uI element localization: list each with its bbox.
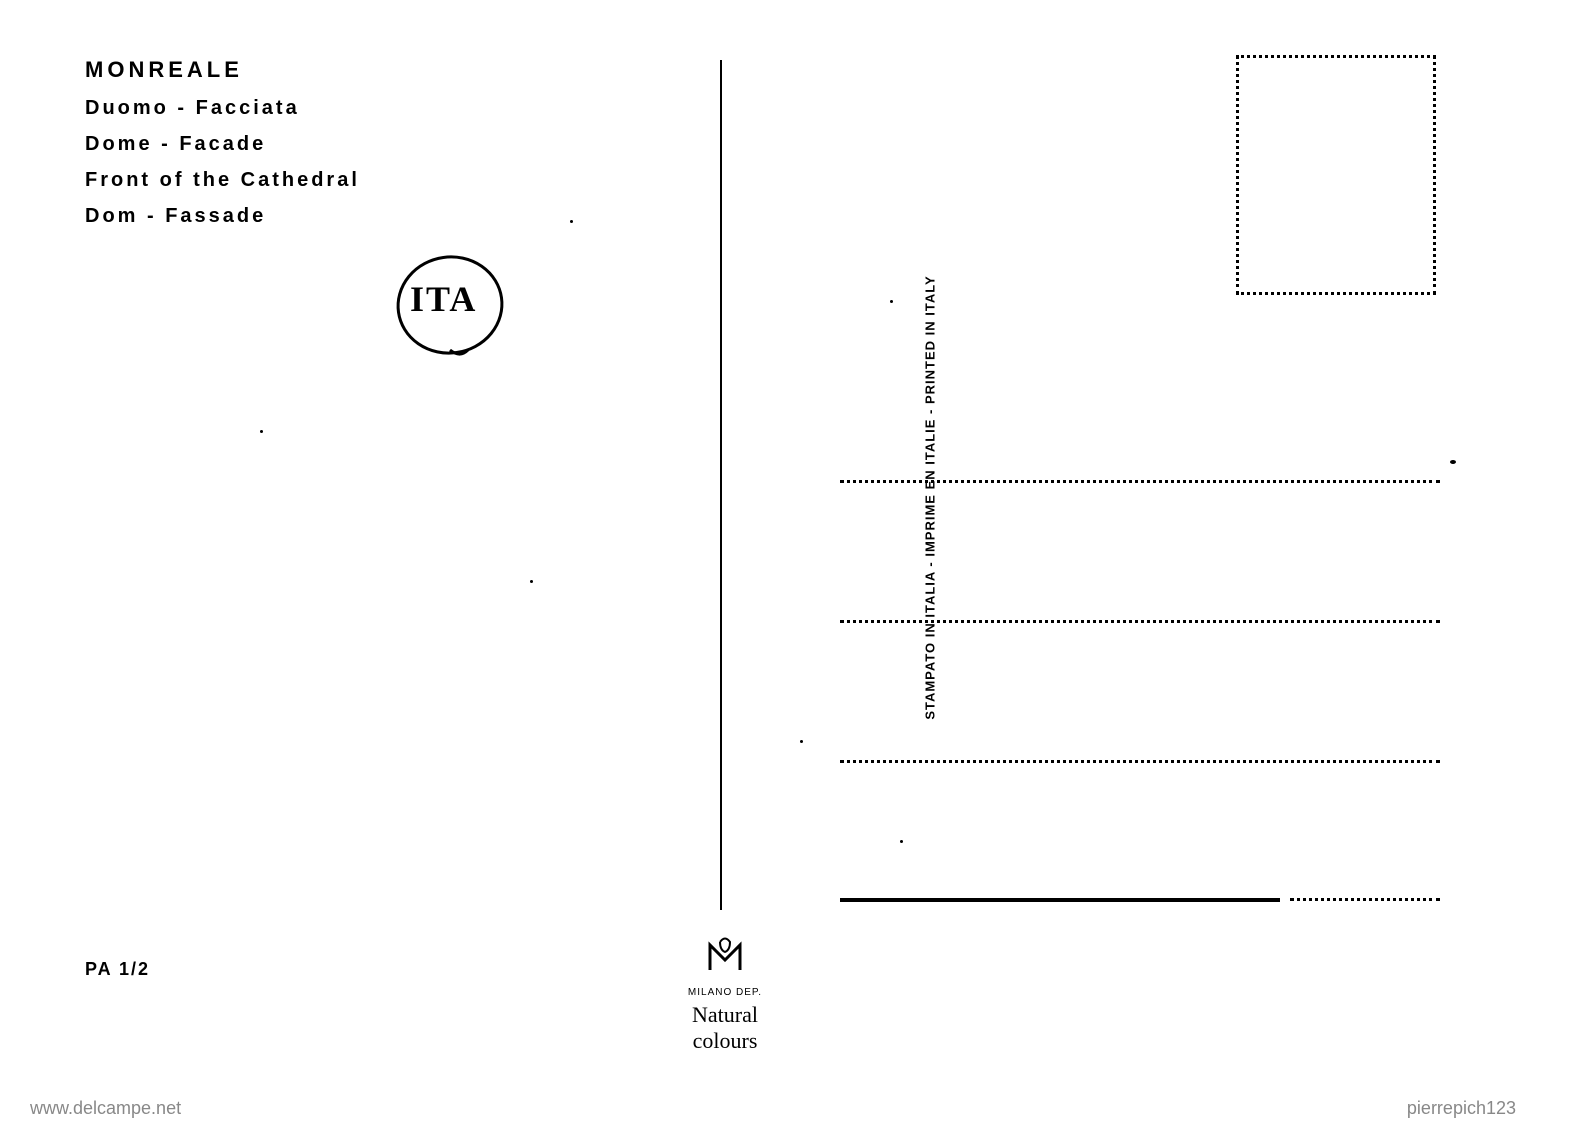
publisher-logo-block: MILANO DEP. Natural colours	[670, 930, 780, 1054]
location-title: MONREALE	[85, 50, 360, 90]
address-line-2	[840, 620, 1440, 623]
dust-speck	[800, 740, 803, 743]
caption-french: Dome - Facade	[85, 126, 360, 162]
dust-speck	[890, 300, 893, 303]
center-divider	[720, 60, 722, 910]
dust-speck	[260, 430, 263, 433]
card-code: PA 1/2	[85, 959, 150, 980]
caption-block: MONREALE Duomo - Facciata Dome - Facade …	[85, 50, 360, 234]
postcard-back: MONREALE Duomo - Facciata Dome - Facade …	[20, 20, 1556, 1070]
publisher-tagline: Natural colours	[670, 1002, 780, 1054]
address-line-4-dotted	[1290, 898, 1440, 901]
address-line-4-solid	[840, 898, 1280, 902]
handwritten-annotation: ITA	[390, 250, 510, 360]
handwritten-text: ITA	[410, 278, 477, 320]
print-origin-text: STAMPATO IN ITALIA - IMPRIME EN ITALIE -…	[923, 275, 938, 719]
dust-speck	[1450, 460, 1456, 464]
watermark-seller: pierrepich123	[1407, 1098, 1516, 1119]
caption-italian: Duomo - Facciata	[85, 90, 360, 126]
publisher-name: MILANO DEP.	[670, 987, 780, 998]
stamp-placeholder	[1236, 55, 1436, 295]
address-line-1	[840, 480, 1440, 483]
dust-speck	[530, 580, 533, 583]
caption-english: Front of the Cathedral	[85, 162, 360, 198]
dust-speck	[900, 840, 903, 843]
watermark-site: www.delcampe.net	[30, 1098, 181, 1119]
dust-speck	[570, 220, 573, 223]
address-line-3	[840, 760, 1440, 763]
publisher-logo-icon	[700, 930, 750, 980]
caption-german: Dom - Fassade	[85, 198, 360, 234]
